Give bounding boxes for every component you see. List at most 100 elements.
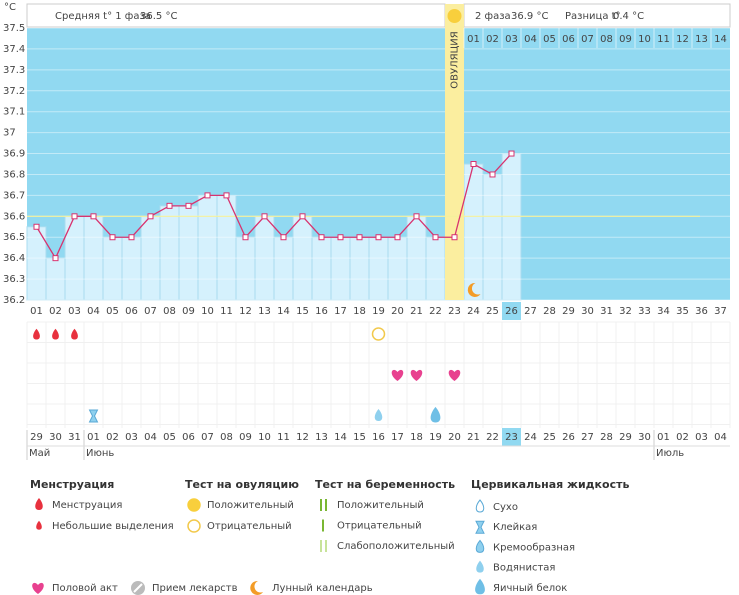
legend-item: Положительный bbox=[207, 500, 294, 511]
legend-item: Отрицательный bbox=[207, 521, 292, 532]
temperature-point bbox=[33, 223, 40, 230]
month-label: Май bbox=[29, 448, 50, 459]
temperature-bar bbox=[368, 236, 389, 301]
pill-icon bbox=[133, 583, 143, 593]
y-tick-label: 36.7 bbox=[3, 190, 25, 201]
legend-title: Тест на овуляцию bbox=[185, 478, 299, 491]
temperature-bar bbox=[501, 153, 522, 301]
y-tick-label: 37.5 bbox=[3, 23, 25, 34]
date-label: 29 bbox=[30, 432, 43, 443]
drop-icon bbox=[52, 328, 59, 340]
circle-icon bbox=[187, 498, 201, 512]
date-label: 01 bbox=[87, 432, 100, 443]
legend-item: Водянистая bbox=[493, 563, 555, 574]
temperature-point bbox=[280, 234, 287, 241]
x-tick-label: 20 bbox=[391, 306, 404, 317]
temperature-bar bbox=[235, 236, 256, 301]
phase2-day: 07 bbox=[581, 34, 594, 45]
legend-title: Цервикальная жидкость bbox=[471, 478, 629, 491]
heart-icon bbox=[410, 369, 423, 381]
date-label: 30 bbox=[49, 432, 62, 443]
phase2-day: 06 bbox=[562, 34, 575, 45]
temperature-point bbox=[261, 213, 268, 220]
legend-item: Небольшие выделения bbox=[52, 521, 174, 532]
date-label: 14 bbox=[334, 432, 347, 443]
temperature-point bbox=[242, 234, 249, 241]
diff-value: 0.4 °C bbox=[613, 11, 644, 22]
legend-item: Кремообразная bbox=[493, 542, 575, 553]
temperature-point bbox=[489, 171, 496, 178]
ovulation-label: ОВУЛЯЦИЯ bbox=[450, 31, 461, 89]
x-tick-label: 27 bbox=[524, 306, 537, 317]
x-tick-label: 25 bbox=[486, 306, 499, 317]
x-tick-label: 09 bbox=[182, 306, 195, 317]
temperature-point bbox=[394, 234, 401, 241]
phase2-day: 13 bbox=[695, 34, 708, 45]
legend-title: Тест на беременность bbox=[315, 478, 455, 491]
x-tick-label: 36 bbox=[695, 306, 708, 317]
y-tick-label: 36.6 bbox=[3, 211, 25, 222]
temperature-bar bbox=[197, 194, 218, 301]
x-tick-label: 03 bbox=[68, 306, 81, 317]
y-tick-label: 36.3 bbox=[3, 274, 25, 285]
phase1-value: 36.5 °C bbox=[140, 11, 177, 22]
temperature-point bbox=[451, 234, 458, 241]
y-tick-label: 37.1 bbox=[3, 107, 25, 118]
test-bar-icon bbox=[322, 519, 324, 532]
temperature-point bbox=[109, 234, 116, 241]
month-label: Июль bbox=[656, 448, 684, 459]
x-tick-label: 34 bbox=[657, 306, 670, 317]
temperature-point bbox=[375, 234, 382, 241]
x-tick-label: 17 bbox=[334, 306, 347, 317]
x-tick-label: 07 bbox=[144, 306, 157, 317]
date-label: 22 bbox=[486, 432, 499, 443]
y-tick-label: 37.4 bbox=[3, 44, 25, 55]
temperature-line bbox=[35, 153, 512, 260]
temperature-bar bbox=[273, 236, 294, 301]
test-bar-icon bbox=[325, 540, 327, 552]
x-tick-label: 33 bbox=[638, 306, 651, 317]
temperature-point bbox=[508, 150, 515, 157]
date-label: 25 bbox=[543, 432, 556, 443]
x-tick-label: 37 bbox=[714, 306, 727, 317]
temperature-bar bbox=[330, 236, 351, 301]
y-tick-label: 37.2 bbox=[3, 86, 25, 97]
legend-item: Прием лекарств bbox=[152, 583, 238, 594]
x-tick-label: 32 bbox=[619, 306, 632, 317]
legend-item: Яичный белок bbox=[493, 583, 567, 594]
legend-item: Менструация bbox=[52, 500, 122, 511]
phase2-label: 2 фаза bbox=[475, 11, 511, 22]
heart-icon bbox=[391, 369, 404, 381]
y-tick-label: 36.4 bbox=[3, 253, 25, 264]
date-label: 05 bbox=[163, 432, 176, 443]
date-label: 07 bbox=[201, 432, 214, 443]
hourglass-icon bbox=[88, 409, 99, 423]
temperature-point bbox=[166, 202, 173, 209]
y-tick-label: 36.2 bbox=[3, 295, 25, 306]
temperature-point bbox=[71, 213, 78, 220]
x-tick-label: 04 bbox=[87, 306, 100, 317]
x-tick-label: 01 bbox=[30, 306, 43, 317]
temperature-bar bbox=[349, 236, 370, 301]
test-bar-icon bbox=[320, 540, 322, 552]
x-tick-label: 12 bbox=[239, 306, 252, 317]
current-day-highlight bbox=[502, 302, 521, 320]
x-tick-label: 31 bbox=[600, 306, 613, 317]
phase2-day: 14 bbox=[714, 34, 727, 45]
date-label: 28 bbox=[600, 432, 613, 443]
date-label: 01 bbox=[657, 432, 670, 443]
date-label: 19 bbox=[429, 432, 442, 443]
date-label: 24 bbox=[524, 432, 537, 443]
date-label: 18 bbox=[410, 432, 423, 443]
temperature-bar bbox=[425, 236, 446, 301]
date-label: 17 bbox=[391, 432, 404, 443]
drop-icon bbox=[33, 328, 40, 340]
drop-icon bbox=[36, 520, 42, 530]
temperature-bar bbox=[387, 236, 408, 301]
date-label: 10 bbox=[258, 432, 271, 443]
x-tick-label: 16 bbox=[315, 306, 328, 317]
drop-icon bbox=[430, 406, 441, 423]
x-tick-label: 35 bbox=[676, 306, 689, 317]
drop-icon bbox=[475, 539, 485, 553]
